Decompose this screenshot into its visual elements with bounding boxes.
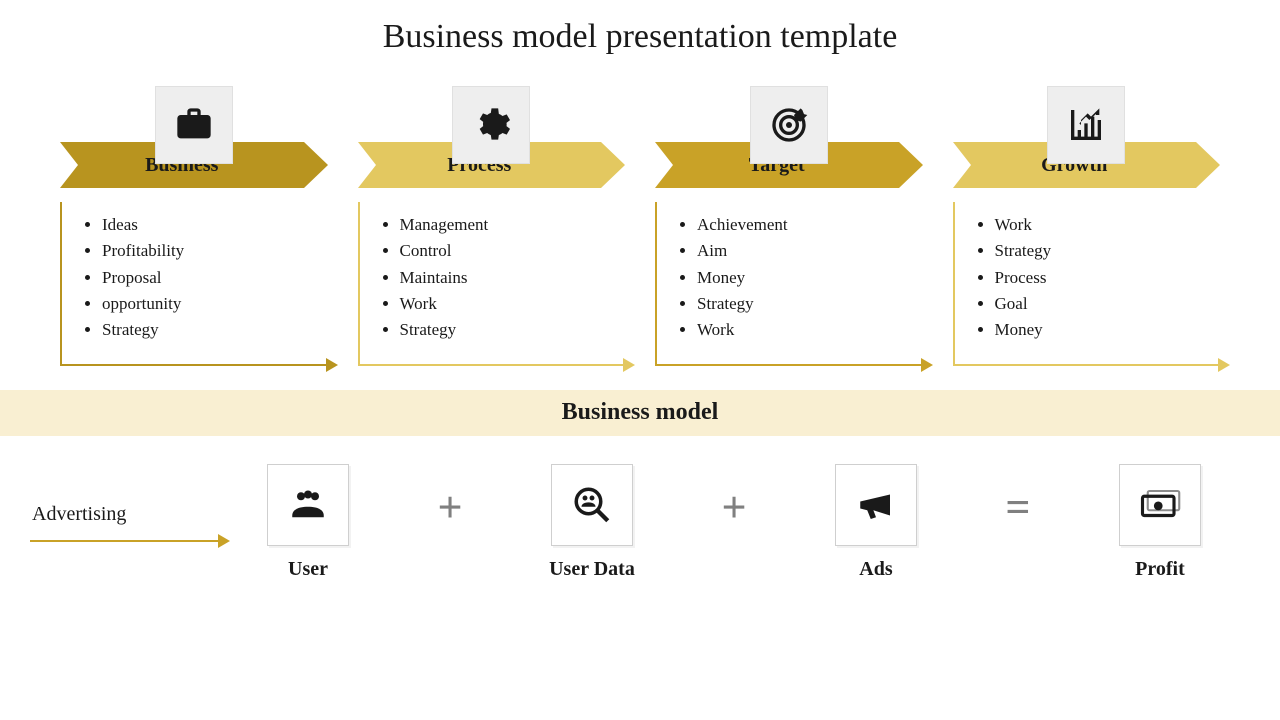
money-icon [1119, 464, 1201, 546]
advertising-label: Advertising [30, 503, 230, 526]
gear-icon [452, 86, 530, 164]
stage-business: Business IdeasProfitabilityProposaloppor… [60, 86, 328, 366]
stage-growth: Growth WorkStrategyProcessGoalMoney [953, 86, 1221, 366]
model-banner: Business model [0, 390, 1280, 436]
bullet-item: Ideas [102, 212, 320, 238]
advertising-column: Advertising [30, 503, 230, 542]
equation-items: User + User Data + Ads = Profit [248, 464, 1220, 581]
stage-bullets: ManagementControlMaintainsWorkStrategy [358, 202, 626, 366]
bullet-item: Control [400, 238, 618, 264]
bullet-item: Work [995, 212, 1213, 238]
advertising-arrow [30, 540, 220, 542]
bullet-item: opportunity [102, 291, 320, 317]
stage-bullets: AchievementAimMoneyStrategyWork [655, 202, 923, 366]
bullet-item: Maintains [400, 265, 618, 291]
users-icon [267, 464, 349, 546]
bullet-item: Process [995, 265, 1213, 291]
target-icon [750, 86, 828, 164]
equation-row: Advertising User + User Data + Ads = [0, 436, 1280, 581]
bullet-item: Aim [697, 238, 915, 264]
bullet-item: Strategy [995, 238, 1213, 264]
stage-bullets: WorkStrategyProcessGoalMoney [953, 202, 1221, 366]
eq-user: User [248, 464, 368, 581]
bullet-item: Money [697, 265, 915, 291]
eq-label: User Data [549, 558, 635, 581]
megaphone-icon [835, 464, 917, 546]
page-title: Business model presentation template [0, 0, 1280, 56]
bullet-item: Goal [995, 291, 1213, 317]
plus-operator: + [429, 482, 470, 533]
stages-row: Business IdeasProfitabilityProposaloppor… [0, 56, 1280, 366]
bullet-item: Management [400, 212, 618, 238]
plus-operator: + [713, 482, 754, 533]
eq-label: User [288, 558, 328, 581]
eq-profit: Profit [1100, 464, 1220, 581]
bullet-item: Profitability [102, 238, 320, 264]
eq-userdata: User Data [532, 464, 652, 581]
chart-icon [1047, 86, 1125, 164]
bullet-item: Strategy [102, 317, 320, 343]
eq-ads: Ads [816, 464, 936, 581]
search-people-icon [551, 464, 633, 546]
bullet-item: Work [400, 291, 618, 317]
bullet-item: Achievement [697, 212, 915, 238]
stage-bullets: IdeasProfitabilityProposalopportunityStr… [60, 202, 328, 366]
bullet-item: Strategy [697, 291, 915, 317]
eq-label: Profit [1135, 558, 1185, 581]
bullet-item: Proposal [102, 265, 320, 291]
equals-operator: = [997, 482, 1038, 533]
bullet-item: Money [995, 317, 1213, 343]
bullet-item: Strategy [400, 317, 618, 343]
bullet-item: Work [697, 317, 915, 343]
stage-target: Target AchievementAimMoneyStrategyWork [655, 86, 923, 366]
eq-label: Ads [859, 558, 892, 581]
briefcase-icon [155, 86, 233, 164]
stage-process: Process ManagementControlMaintainsWorkSt… [358, 86, 626, 366]
